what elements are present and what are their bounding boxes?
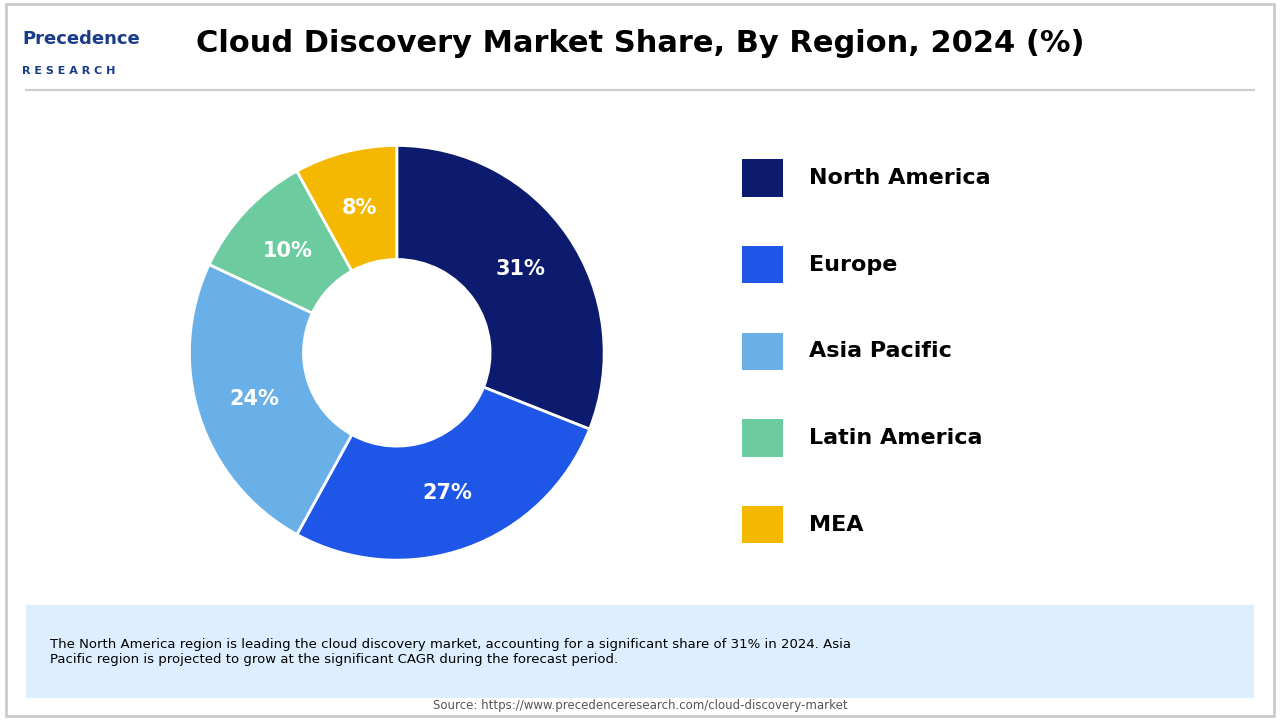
Text: Europe: Europe (809, 255, 897, 275)
Wedge shape (297, 387, 590, 560)
Text: 10%: 10% (262, 240, 312, 261)
Text: 8%: 8% (342, 198, 378, 218)
Text: Precedence: Precedence (23, 30, 140, 48)
Text: MEA: MEA (809, 515, 864, 534)
Wedge shape (209, 171, 352, 313)
FancyBboxPatch shape (26, 605, 1254, 698)
FancyBboxPatch shape (742, 246, 783, 284)
Text: 27%: 27% (422, 483, 472, 503)
FancyBboxPatch shape (742, 160, 783, 197)
Text: R E S E A R C H: R E S E A R C H (23, 66, 115, 76)
Wedge shape (189, 264, 352, 534)
Wedge shape (297, 145, 397, 271)
Text: The North America region is leading the cloud discovery market, accounting for a: The North America region is leading the … (50, 638, 851, 665)
Text: 31%: 31% (495, 259, 545, 279)
Text: Asia Pacific: Asia Pacific (809, 341, 952, 361)
Text: Cloud Discovery Market Share, By Region, 2024 (%): Cloud Discovery Market Share, By Region,… (196, 29, 1084, 58)
FancyBboxPatch shape (742, 333, 783, 370)
FancyBboxPatch shape (742, 505, 783, 543)
Text: Latin America: Latin America (809, 428, 983, 448)
Text: 24%: 24% (230, 389, 280, 409)
Text: Source: https://www.precedenceresearch.com/cloud-discovery-market: Source: https://www.precedenceresearch.c… (433, 699, 847, 712)
FancyBboxPatch shape (742, 419, 783, 456)
Text: North America: North America (809, 168, 991, 188)
Wedge shape (397, 145, 604, 429)
Circle shape (303, 259, 490, 446)
